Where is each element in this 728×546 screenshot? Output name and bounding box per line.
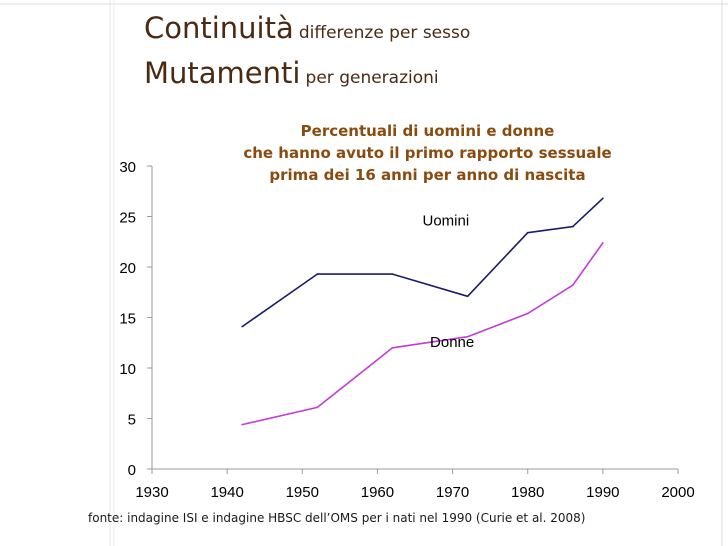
- y-tick-label: 5: [128, 412, 136, 429]
- data-point-donne: [316, 406, 319, 409]
- data-point-uomini: [391, 273, 394, 275]
- chart-annotations: Uomini Donne: [423, 213, 475, 351]
- series-line-donne: [242, 242, 604, 426]
- chart-title-line-3: prima dei 16 anni per anno di nascita: [269, 166, 586, 184]
- y-tick-label: 15: [119, 311, 136, 328]
- slide-title: Continuità differenze per sesso Mutament…: [144, 8, 470, 98]
- x-tick-label: 1930: [135, 484, 168, 501]
- title-main-1: Continuità: [144, 11, 294, 45]
- chart-title-line-1: Percentuali di uomini e donne: [300, 122, 555, 140]
- x-tick-label: 1990: [586, 484, 619, 501]
- x-tick-label: 1980: [511, 484, 544, 501]
- chart-ticks: 0 5 10 15 20 25 30 1930 1940 1950 1960 1970 1980 1990…: [119, 159, 694, 501]
- data-point-uomini: [241, 325, 243, 328]
- x-tick-label: 1970: [436, 484, 469, 501]
- data-point-donne: [572, 284, 574, 286]
- x-tick-label: 1950: [286, 484, 319, 501]
- chart-axes: [151, 166, 678, 470]
- data-point-uomini: [316, 273, 319, 275]
- annotation-uomini: Uomini: [423, 213, 470, 230]
- data-point-donne: [602, 241, 604, 244]
- title-line-2: Mutamenti per generazioni: [144, 53, 470, 98]
- data-point-uomini: [572, 225, 574, 228]
- y-tick-label: 0: [128, 462, 136, 479]
- data-point-uomini: [466, 295, 469, 298]
- title-main-2: Mutamenti: [144, 56, 301, 90]
- annotation-donne: Donne: [430, 334, 474, 351]
- x-tick-label: 1960: [361, 484, 394, 501]
- data-point-donne: [526, 312, 529, 315]
- x-tick-label: 2000: [661, 484, 694, 501]
- data-point-uomini: [602, 197, 604, 200]
- data-point-donne: [466, 335, 469, 338]
- chart-title-line-2: che hanno avuto il primo rapporto sessua…: [243, 144, 612, 162]
- chart-series: [241, 197, 604, 426]
- data-point-donne: [241, 423, 243, 426]
- y-tick-label: 25: [119, 210, 136, 227]
- y-tick-label: 20: [119, 260, 136, 277]
- title-sub-2: per generazioni: [305, 68, 439, 88]
- y-tick-label: 30: [119, 159, 136, 176]
- y-tick-label: 10: [119, 361, 136, 378]
- data-point-donne: [391, 347, 394, 349]
- title-line-1: Continuità differenze per sesso: [144, 8, 470, 53]
- source-note: fonte: indagine ISI e indagine HBSC dell…: [88, 511, 586, 525]
- chart-title: Percentuali di uomini e donne che hanno …: [215, 120, 640, 186]
- title-sub-1: differenze per sesso: [298, 23, 471, 43]
- x-tick-label: 1940: [210, 484, 243, 501]
- data-point-uomini: [526, 231, 529, 234]
